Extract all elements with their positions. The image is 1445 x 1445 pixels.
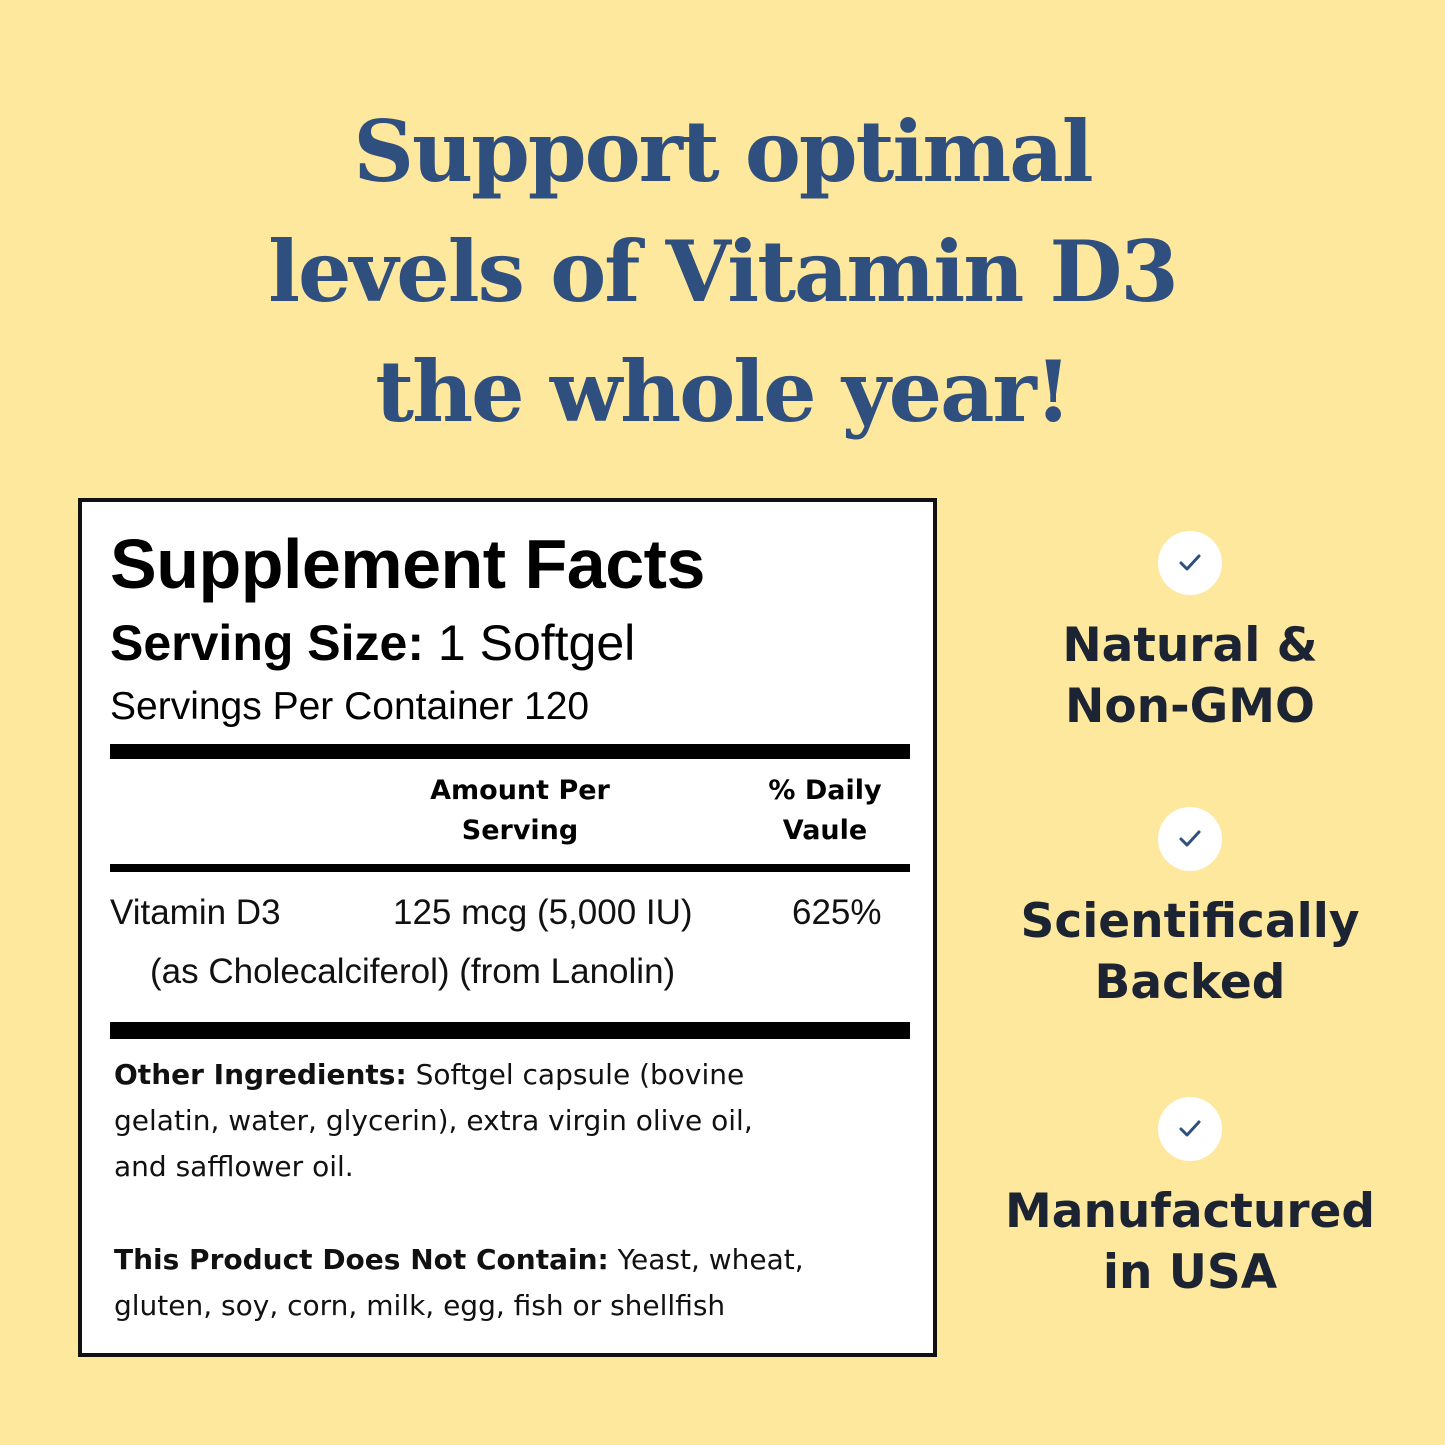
serving-size-value: 1 Softgel: [424, 615, 636, 671]
badge-label-line-1: Manufactured: [1004, 1184, 1376, 1239]
nutrient-daily-value: 625%: [792, 893, 882, 932]
check-icon: [1158, 807, 1222, 871]
facts-title: Supplement Facts: [110, 525, 705, 603]
badge-scientifically-backed: Scientifically Backed: [1000, 807, 1380, 1013]
headline-line-3: the whole year!: [375, 342, 1071, 441]
badge-manufactured-in-usa: Manufactured in USA: [1000, 1097, 1380, 1303]
column-header-daily-value: % Daily Vaule: [750, 771, 900, 851]
does-not-contain: This Product Does Not Contain: Yeast, wh…: [114, 1237, 834, 1329]
headline-line-1: Support optimal: [353, 102, 1093, 201]
other-ingredients: Other Ingredients: Softgel capsule (bovi…: [114, 1052, 834, 1190]
badge-label-line-2: Non-GMO: [1065, 679, 1315, 734]
serving-size: Serving Size: 1 Softgel: [110, 614, 635, 672]
badge-label-line-2: in USA: [1102, 1245, 1278, 1300]
serving-size-label: Serving Size:: [110, 615, 424, 671]
does-not-contain-line-1: Yeast, wheat,: [608, 1243, 804, 1276]
does-not-contain-label: This Product Does Not Contain:: [114, 1243, 609, 1276]
other-ingredients-line-3: and safflower oil.: [114, 1150, 354, 1183]
badge-label: Natural & Non-GMO: [1000, 615, 1380, 737]
badge-label-line-1: Scientifically: [1020, 894, 1360, 949]
column-header-dv-line-1: % Daily: [768, 775, 882, 806]
does-not-contain-line-2: gluten, soy, corn, milk, egg, fish or sh…: [114, 1289, 726, 1322]
servings-per-container: Servings Per Container 120: [110, 685, 590, 728]
other-ingredients-line-2: gelatin, water, glycerin), extra virgin …: [114, 1104, 753, 1137]
check-icon: [1158, 1097, 1222, 1161]
nutrient-name: Vitamin D3: [110, 893, 281, 932]
badge-label-line-2: Backed: [1094, 955, 1286, 1010]
other-ingredients-line-1: Softgel capsule (bovine: [406, 1058, 745, 1091]
divider-thick-bottom: [110, 1022, 910, 1039]
other-ingredients-label: Other Ingredients:: [114, 1058, 407, 1091]
headline: Support optimal levels of Vitamin D3 the…: [0, 92, 1445, 452]
divider-medium: [110, 864, 910, 872]
supplement-facts-panel: Supplement Facts Serving Size: 1 Softgel…: [78, 498, 937, 1357]
headline-line-2: levels of Vitamin D3: [268, 222, 1179, 321]
column-header-dv-line-2: Vaule: [782, 815, 868, 846]
column-header-amount-line-2: Serving: [461, 815, 579, 846]
nutrient-amount: 125 mcg (5,000 IU): [393, 893, 693, 932]
badge-label: Manufactured in USA: [1000, 1181, 1380, 1303]
column-header-amount: Amount Per Serving: [410, 771, 630, 851]
divider-thick-top: [110, 744, 910, 759]
check-icon: [1158, 531, 1222, 595]
badge-label: Scientifically Backed: [1000, 891, 1380, 1013]
nutrient-source: (as Cholecalciferol) (from Lanolin): [150, 952, 676, 991]
badge-natural-non-gmo: Natural & Non-GMO: [1000, 531, 1380, 737]
badge-label-line-1: Natural &: [1062, 618, 1318, 673]
column-header-amount-line-1: Amount Per: [430, 775, 610, 806]
